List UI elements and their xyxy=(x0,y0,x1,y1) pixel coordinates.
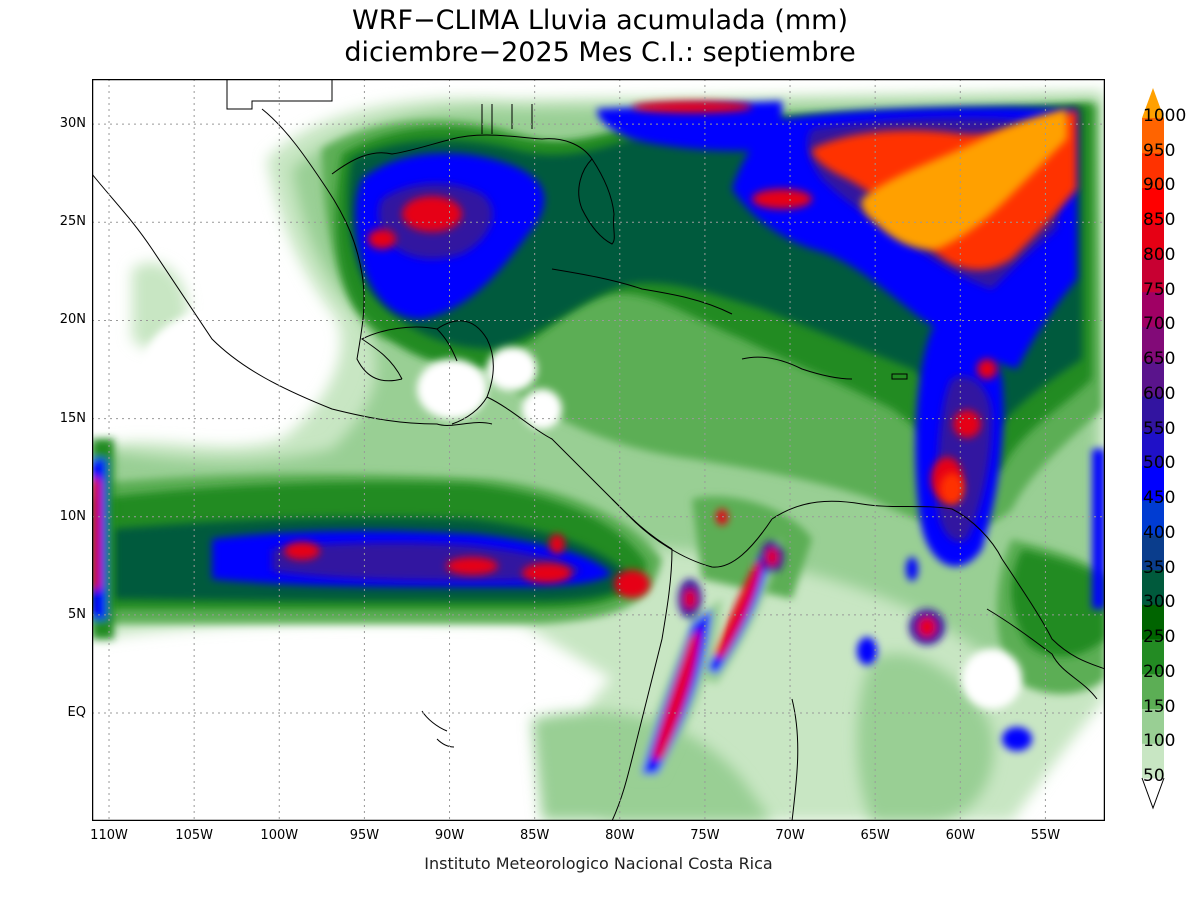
x-tick-label: 105W xyxy=(175,828,213,843)
legend-label: 150 xyxy=(1143,696,1176,717)
rain-level-1000 xyxy=(861,109,1067,250)
legend-swatch xyxy=(1142,361,1164,397)
legend-label: 50 xyxy=(1143,766,1165,786)
map-title-line2: diciembre−2025 Mes C.I.: septiembre xyxy=(344,37,856,68)
legend-swatch xyxy=(1142,465,1164,501)
andes-rain-bands xyxy=(632,509,1032,779)
legend-swatch xyxy=(1142,639,1164,675)
x-tick-label: 110W xyxy=(90,828,128,843)
legend-label: 1000 xyxy=(1143,106,1187,126)
legend-swatch xyxy=(1142,743,1164,779)
x-tick-label: 65W xyxy=(860,828,890,843)
legend-label: 700 xyxy=(1143,314,1176,335)
y-tick-label: 30N xyxy=(59,116,86,132)
color-legend xyxy=(1141,88,1165,810)
x-tick-label: 95W xyxy=(349,828,380,843)
legend-swatch xyxy=(1142,395,1164,432)
x-tick-label: 100W xyxy=(260,828,299,843)
legend-swatch xyxy=(1142,152,1164,188)
legend-max-arrow xyxy=(1142,88,1164,118)
rain-level-800 xyxy=(284,101,997,598)
x-tick-label: 75W xyxy=(690,828,720,843)
legend-label: 350 xyxy=(1143,557,1176,578)
y-tick-label: 20N xyxy=(59,312,86,328)
legend-swatch xyxy=(1142,291,1164,327)
legend-label: 100 xyxy=(1143,731,1176,752)
map-gridlines xyxy=(92,79,1105,821)
legend-label: 900 xyxy=(1143,175,1176,196)
x-tick-label: 80W xyxy=(605,828,635,843)
legend-swatch xyxy=(1142,118,1164,154)
legend-min-arrow xyxy=(1141,777,1165,810)
legend-label: 800 xyxy=(1143,244,1176,265)
x-tick-label: 55W xyxy=(1030,828,1061,843)
x-tick-label: 85W xyxy=(519,828,550,843)
legend-swatch xyxy=(1142,534,1164,571)
legend-label: 750 xyxy=(1143,279,1176,300)
legend-swatch xyxy=(1142,187,1164,223)
y-tick-label: 25N xyxy=(59,214,86,230)
legend-label: 500 xyxy=(1143,453,1176,474)
map-title-line1: WRF−CLIMA Lluvia acumulada (mm) xyxy=(352,5,848,36)
x-tick-label: 60W xyxy=(945,828,975,843)
legend-swatch xyxy=(1142,604,1164,640)
y-tick-label: 10N xyxy=(59,508,86,524)
coastlines xyxy=(92,79,1105,821)
legend-swatch xyxy=(1142,256,1164,293)
legend-label: 950 xyxy=(1143,140,1176,161)
y-tick-label: EQ xyxy=(67,705,86,721)
legend-swatch xyxy=(1142,673,1164,710)
precipitation-map xyxy=(92,79,1105,821)
legend-label: 300 xyxy=(1143,592,1176,613)
legend-swatch xyxy=(1142,708,1164,744)
legend-label: 550 xyxy=(1143,418,1176,439)
legend-label: 650 xyxy=(1143,349,1176,370)
legend-label: 850 xyxy=(1143,210,1176,231)
legend-swatch xyxy=(1142,222,1164,258)
legend-swatch xyxy=(1142,326,1164,362)
y-tick-label: 15N xyxy=(59,410,86,426)
legend-swatch xyxy=(1142,430,1164,466)
x-tick-label: 90W xyxy=(434,828,465,843)
legend-swatch xyxy=(1142,569,1164,605)
y-tick-label: 5N xyxy=(68,606,86,622)
legend-label: 450 xyxy=(1143,488,1176,509)
legend-label: 200 xyxy=(1143,661,1176,682)
credit-text: Instituto Meteorologico Nacional Costa R… xyxy=(424,854,773,873)
legend-swatch xyxy=(1142,500,1164,536)
dry-patches xyxy=(142,309,1022,709)
legend-label: 400 xyxy=(1143,522,1176,543)
map-canvas xyxy=(92,79,1105,821)
legend-label: 250 xyxy=(1143,627,1176,648)
x-tick-label: 70W xyxy=(775,828,805,843)
west-edge-band xyxy=(92,439,1105,639)
legend-label: 600 xyxy=(1143,383,1176,404)
map-frame xyxy=(92,79,1105,821)
